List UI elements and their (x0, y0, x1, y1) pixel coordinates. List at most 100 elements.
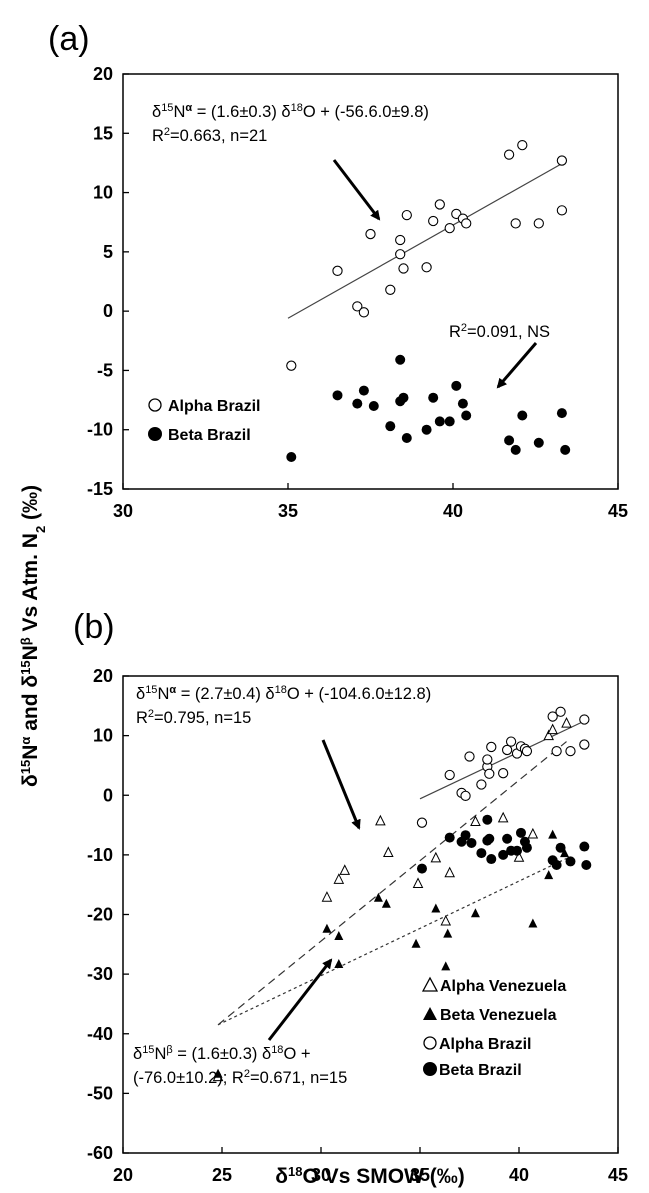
alpha-brazil-point (579, 714, 590, 725)
alpha-brazil-fit-line (287, 161, 566, 319)
alpha-venezuela-point (513, 851, 525, 862)
panel-b-plot: 20 10 0 -10 -20 -30 -40 -50 -60 20 25 30 35 40 45 (87, 666, 628, 1185)
y-tick-label: -5 (97, 360, 113, 380)
alpha-brazil-point (556, 205, 568, 216)
panel-b-beta-arrow (267, 958, 333, 1041)
y-tick-label: 10 (93, 726, 113, 746)
legend-filled-triangle-icon (423, 1007, 437, 1020)
beta-venezuela-point (470, 908, 480, 918)
panel-a-alpha-arrow (332, 159, 381, 221)
alpha-brazil-point (332, 265, 343, 276)
beta-brazil-point (551, 860, 562, 871)
alpha-brazil-point (460, 790, 471, 801)
alpha-brazil-point (461, 218, 472, 229)
beta-brazil-point (460, 830, 471, 841)
beta-brazil-point (556, 408, 567, 419)
beta-brazil-point (466, 837, 477, 848)
panel-a-label: (a) (48, 20, 90, 58)
panel-a-yticks: 20 15 10 5 0 -5 -10 -15 (87, 64, 129, 499)
alpha-brazil-fit-line (419, 719, 587, 800)
beta-brazil-point (444, 416, 455, 427)
alpha-brazil-point (365, 228, 376, 240)
legend-b-beta-brazil: Beta Brazil (439, 1062, 522, 1079)
alpha-brazil-point (484, 768, 495, 779)
beta-brazil-point (286, 451, 297, 462)
beta-venezuela-point (560, 848, 570, 858)
beta-venezuela-fit-line (217, 857, 567, 1026)
beta-brazil-point (498, 849, 509, 860)
y-tick-label: 0 (103, 301, 113, 321)
beta-venezuela-point (431, 903, 441, 913)
alpha-venezuela-point (444, 866, 456, 878)
y-tick-label: 0 (103, 785, 113, 805)
beta-venezuela-point (544, 870, 554, 880)
alpha-brazil-point (510, 218, 521, 229)
panel-a-xticks: 30 35 40 45 (113, 483, 628, 521)
panel-b-alpha-stats: R2=0.795, n=15 (136, 708, 251, 727)
alpha-venezuela-point (333, 873, 345, 884)
legend-b-filled-circle-icon (423, 1062, 437, 1076)
alpha-brazil-point (565, 745, 576, 757)
alpha-brazil-point (428, 215, 439, 227)
x-tick-label: 35 (410, 1165, 430, 1185)
alpha-venezuela-point (412, 877, 424, 888)
beta-brazil-point (555, 842, 566, 853)
alpha-brazil-point (476, 779, 487, 790)
alpha-brazil-point (498, 768, 509, 779)
panel-b-legend: Alpha Venezuela Beta Venezuela Alpha Bra… (421, 976, 566, 1079)
y-tick-label: -50 (87, 1083, 113, 1103)
beta-brazil-point (510, 444, 521, 455)
alpha-brazil-point (517, 139, 528, 151)
alpha-brazil-point (444, 769, 455, 781)
beta-brazil-point (482, 814, 493, 825)
y-tick-label: 20 (93, 64, 113, 84)
alpha-brazil-point (395, 234, 406, 246)
legend-b-open-circle-icon (423, 1036, 437, 1050)
legend-b-alpha-venezuela: Alpha Venezuela (440, 978, 566, 995)
x-tick-label: 45 (608, 1165, 628, 1185)
x-axis-title: δ18O Vs SMOW (‰) (275, 1164, 464, 1189)
panel-a-beta-stats: R2=0.091, NS (449, 322, 550, 341)
beta-brazil-point (560, 444, 571, 455)
alpha-brazil-point (395, 249, 406, 260)
alpha-venezuela-point (430, 851, 442, 863)
beta-brazil-point (579, 841, 590, 852)
beta-venezuela-point (381, 898, 391, 908)
alpha-venezuela-point (321, 891, 333, 902)
beta-brazil-point (521, 842, 532, 853)
legend-b-beta-venezuela: Beta Venezuela (440, 1007, 557, 1024)
beta-venezuela-point (411, 938, 421, 948)
alpha-venezuela-point (383, 846, 394, 857)
alpha-venezuela-point (561, 716, 572, 728)
panel-a-legend: Alpha Brazil Beta Brazil (148, 398, 260, 444)
panel-a-plot: 20 15 10 5 0 -5 -10 -15 30 35 40 45 (87, 64, 628, 521)
alpha-venezuela-point (543, 729, 555, 741)
beta-brazil-point (581, 860, 592, 871)
alpha-venezuela-point (440, 914, 452, 926)
beta-venezuela-point (334, 930, 344, 940)
panel-b-points (212, 706, 592, 1082)
beta-brazil-point (401, 433, 412, 444)
x-tick-label: 20 (113, 1165, 133, 1185)
beta-brazil-point (444, 832, 455, 843)
alpha-brazil-point (482, 754, 493, 765)
panel-b-xticks: 20 25 30 35 40 45 (113, 1147, 628, 1185)
beta-brazil-point (484, 833, 495, 844)
alpha-brazil-point (358, 307, 370, 318)
beta-brazil-point (461, 410, 472, 421)
beta-venezuela-point (373, 892, 383, 902)
alpha-brazil-point (486, 741, 497, 753)
legend-open-circle-icon (148, 398, 162, 412)
beta-venezuela-point (443, 928, 453, 938)
alpha-venezuela-point (470, 815, 481, 826)
beta-venezuela-point (213, 1068, 223, 1078)
legend-b-alpha-brazil: Alpha Brazil (439, 1036, 531, 1053)
alpha-brazil-point (464, 751, 475, 762)
y-tick-label: -10 (87, 420, 113, 440)
alpha-venezuela-point (339, 864, 351, 875)
alpha-brazil-point (434, 199, 445, 210)
beta-brazil-point (457, 398, 468, 409)
x-tick-label: 35 (278, 501, 298, 521)
panel-a-points (286, 139, 571, 462)
